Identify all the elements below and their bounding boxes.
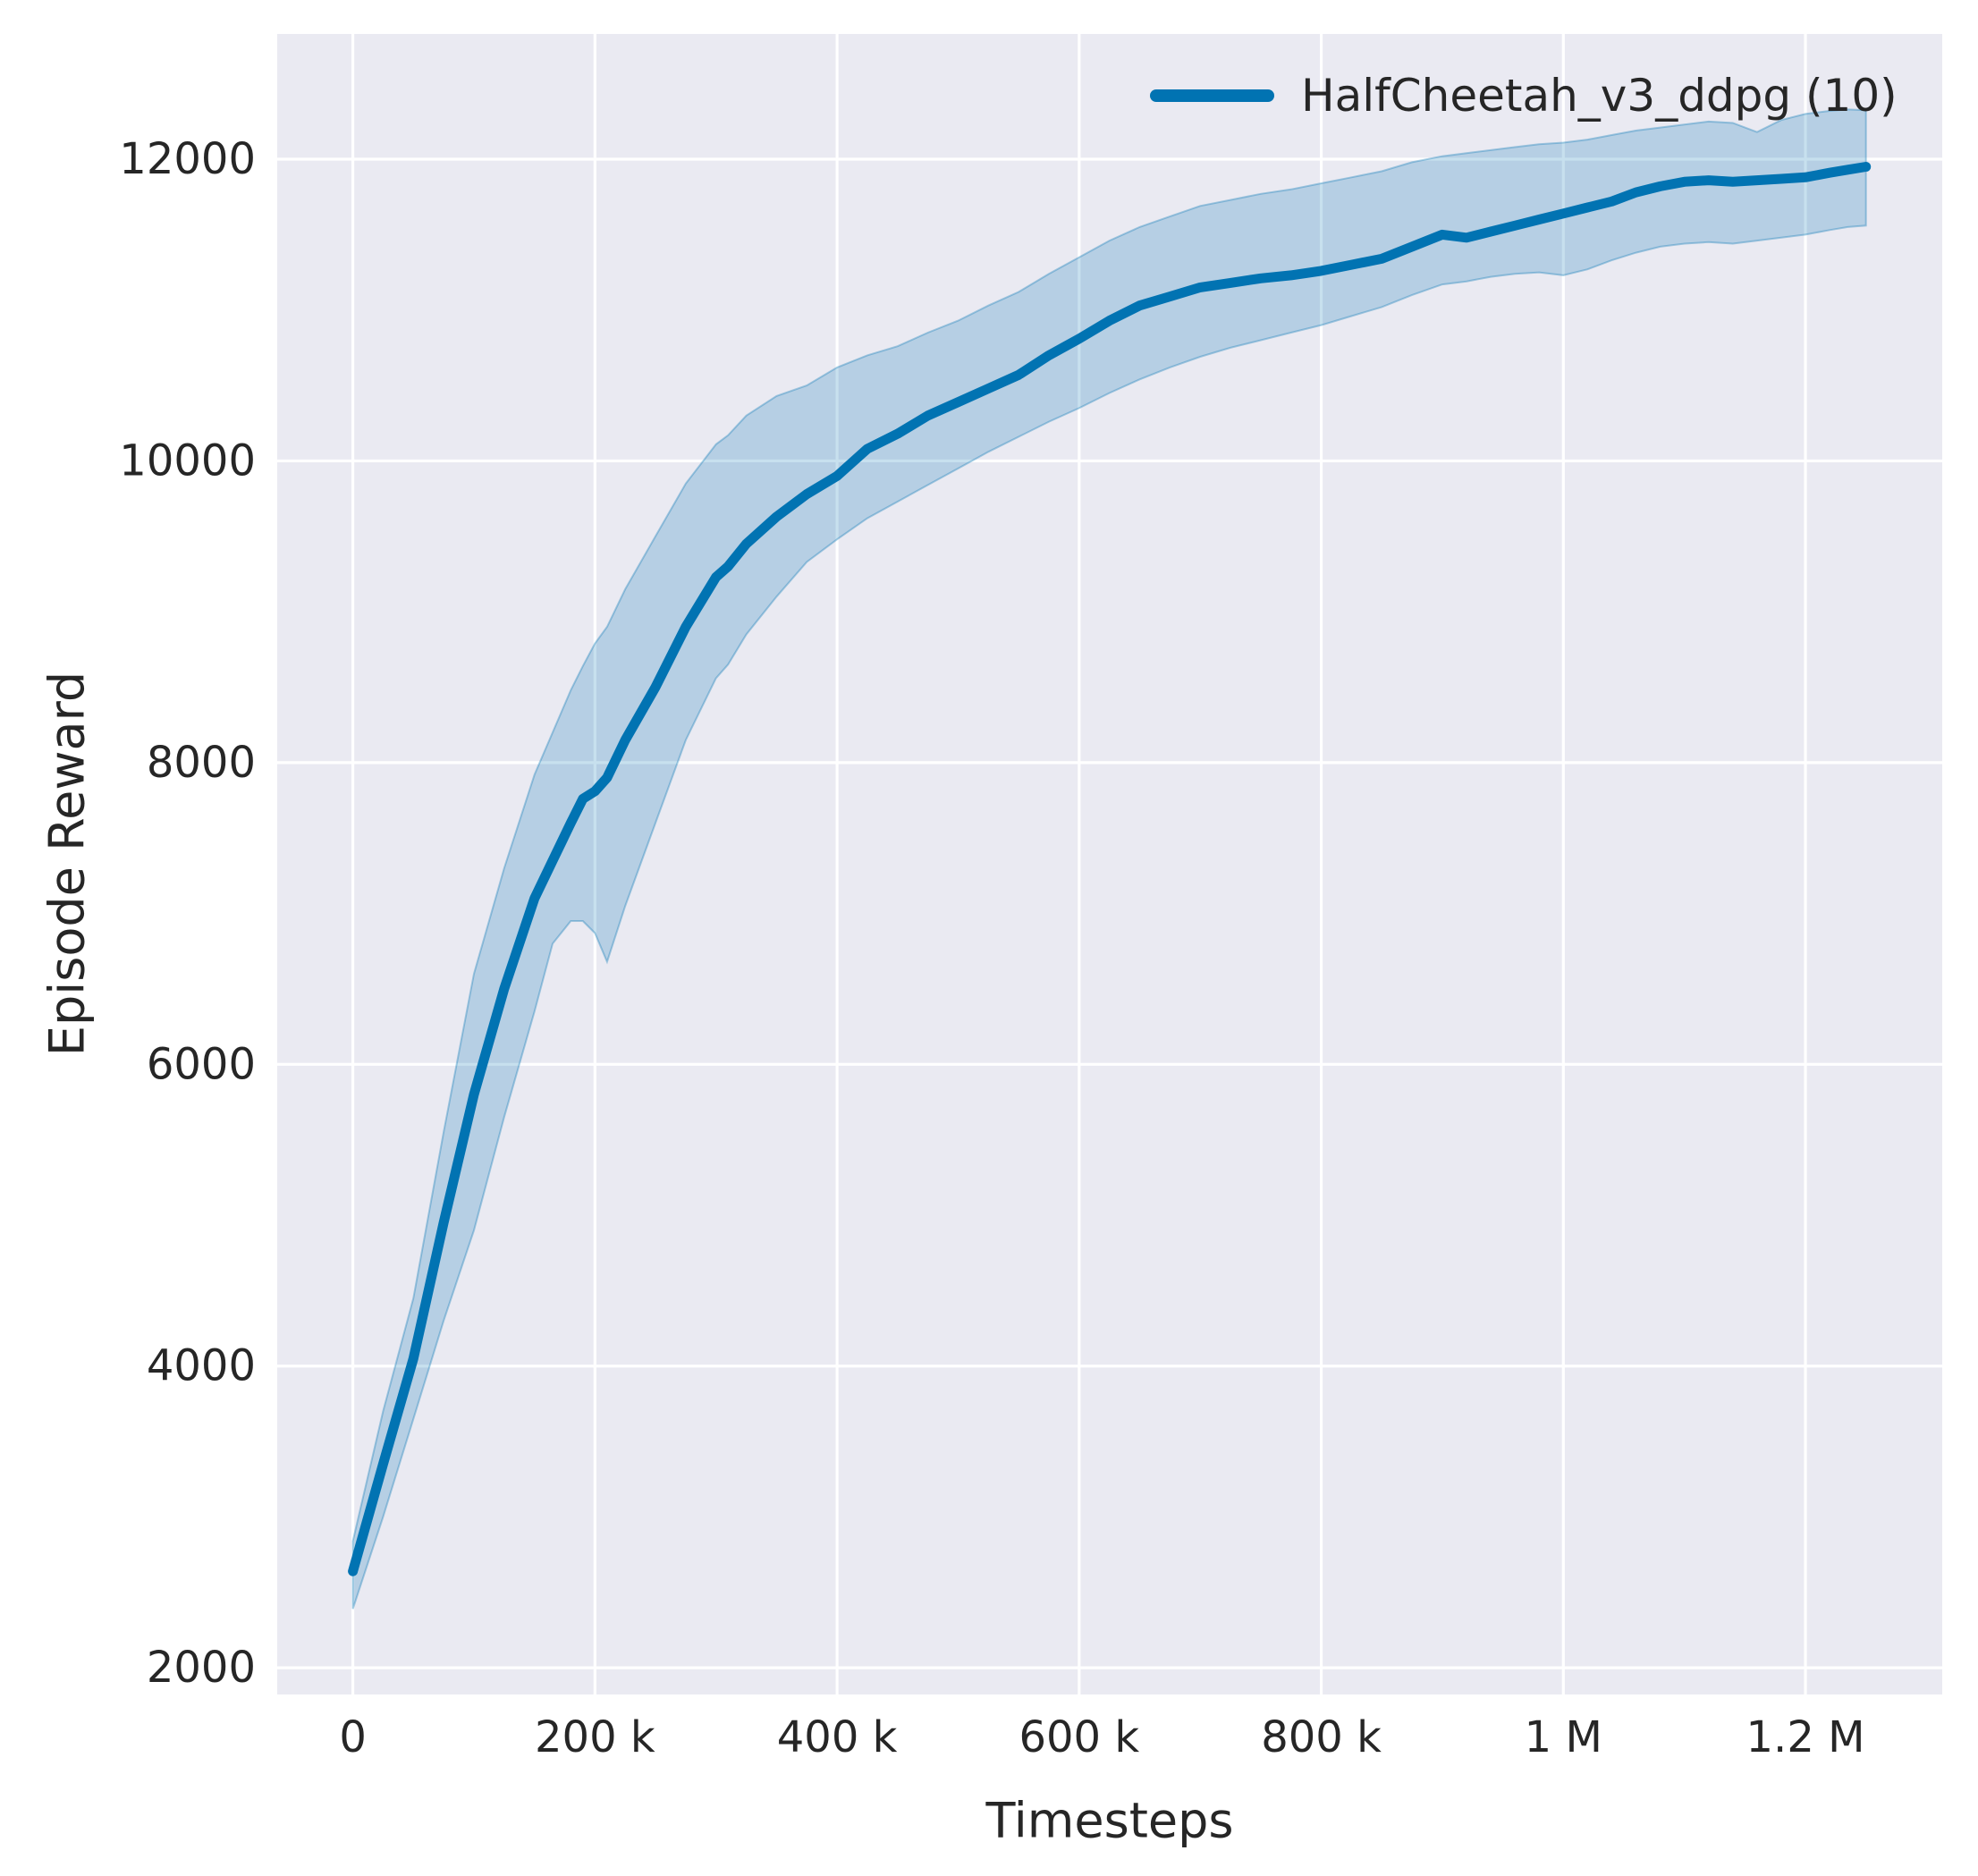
legend-label: HalfCheetah_v3_ddpg (10) bbox=[1301, 70, 1898, 122]
y-tick-label: 12000 bbox=[119, 134, 256, 184]
y-tick-labels: 2000 4000 6000 8000 10000 12000 bbox=[119, 134, 256, 1693]
x-tick-label: 0 bbox=[339, 1712, 367, 1762]
legend: HalfCheetah_v3_ddpg (10) bbox=[1150, 70, 1898, 122]
x-tick-label: 800 k bbox=[1261, 1712, 1382, 1762]
confidence-band bbox=[351, 108, 1867, 1610]
y-tick-label: 4000 bbox=[147, 1341, 256, 1391]
y-tick-label: 6000 bbox=[147, 1039, 256, 1089]
series-line bbox=[348, 162, 1872, 1576]
y-tick-label: 8000 bbox=[147, 738, 256, 788]
x-axis-label: Timesteps bbox=[985, 1793, 1233, 1849]
x-tick-label: 400 k bbox=[777, 1712, 898, 1762]
grid bbox=[277, 34, 1942, 1694]
x-tick-label: 1 M bbox=[1525, 1712, 1602, 1762]
y-tick-label: 10000 bbox=[119, 435, 256, 486]
x-tick-labels: 0 200 k 400 k 600 k 800 k 1 M 1.2 M bbox=[339, 1712, 1864, 1762]
y-axis-label: Episode Reward bbox=[39, 672, 96, 1056]
x-tick-label: 600 k bbox=[1019, 1712, 1139, 1762]
x-tick-label: 200 k bbox=[535, 1712, 655, 1762]
x-tick-label: 1.2 M bbox=[1746, 1712, 1865, 1762]
y-tick-label: 2000 bbox=[147, 1643, 256, 1693]
